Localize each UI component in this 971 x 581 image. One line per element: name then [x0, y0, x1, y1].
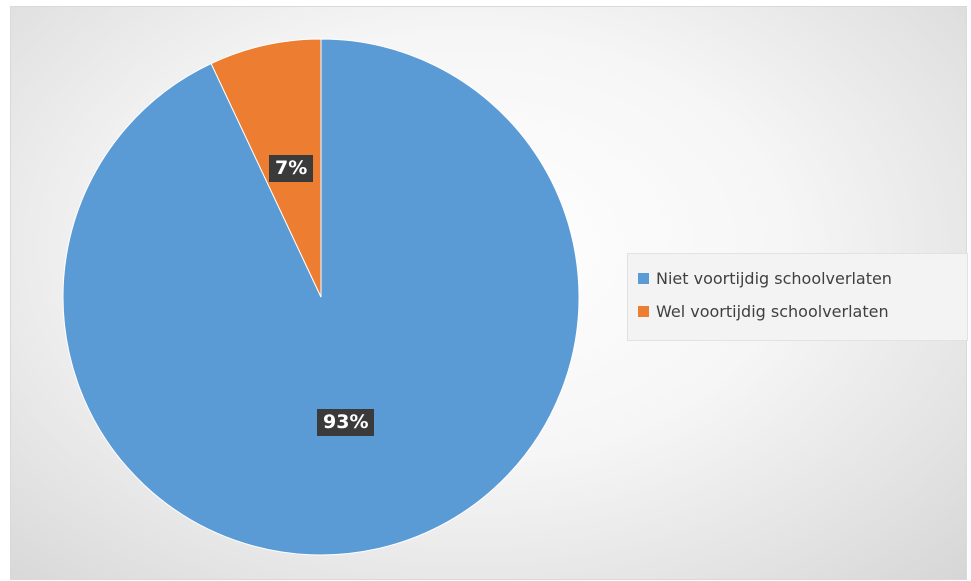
- data-label-niet: 93%: [317, 409, 375, 436]
- data-label-wel: 7%: [269, 155, 314, 182]
- pie-slice-wel: [210, 38, 322, 298]
- legend-swatch-wel: [638, 306, 649, 317]
- legend-item-wel: Wel voortijdig schoolverlaten: [638, 295, 957, 328]
- legend: Niet voortijdig schoolverlaten Wel voort…: [627, 253, 968, 341]
- chart-area: 7% 93% Niet voortijdig schoolverlaten We…: [10, 6, 968, 580]
- legend-item-niet: Niet voortijdig schoolverlaten: [638, 262, 957, 295]
- legend-label-wel: Wel voortijdig schoolverlaten: [656, 302, 889, 321]
- legend-label-niet: Niet voortijdig schoolverlaten: [656, 269, 892, 288]
- legend-swatch-niet: [638, 273, 649, 284]
- pie-chart: [62, 38, 580, 556]
